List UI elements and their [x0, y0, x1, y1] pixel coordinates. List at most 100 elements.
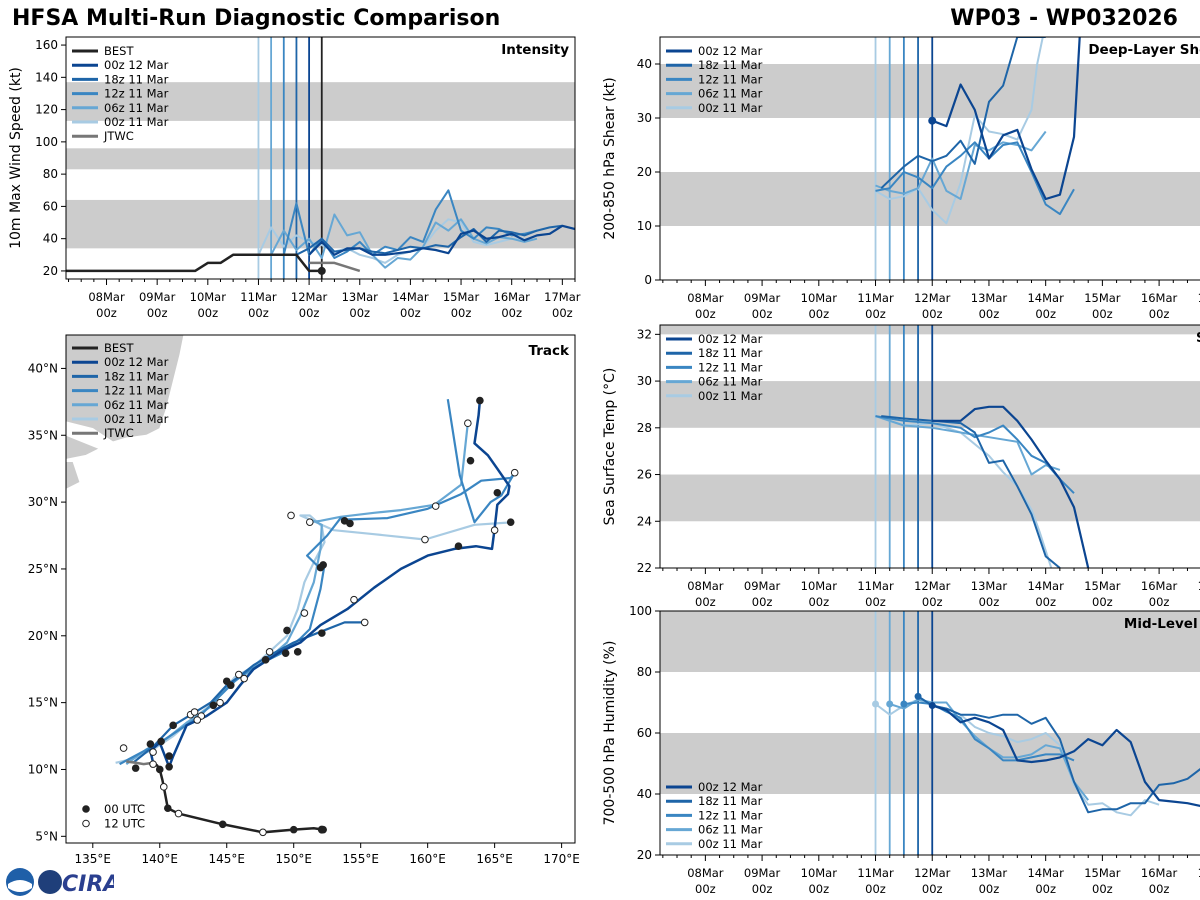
series-line [875, 415, 1053, 568]
y-tick-label: 60 [43, 199, 58, 213]
shaded-band [66, 82, 575, 121]
x-tick-label: 10Mar [801, 579, 838, 593]
x-tick-label: 10Mar [801, 866, 838, 880]
legend-label: 00z 11 Mar [698, 389, 763, 403]
series-line [308, 224, 575, 256]
x-tick-label: 13Mar [342, 290, 379, 304]
init-point [914, 692, 922, 700]
y-tick-label: 25°N [28, 562, 58, 576]
y-axis-label: Sea Surface Temp (°C) [602, 368, 618, 526]
position-12utc [193, 716, 202, 724]
x-tick-label: 15Mar [1084, 579, 1121, 593]
shaded-band [660, 325, 1200, 335]
y-tick-label: 60 [637, 726, 652, 740]
x-tick-label: 10Mar [190, 290, 227, 304]
position-00utc [316, 563, 325, 572]
legend-label: 18z 11 Mar [698, 346, 763, 360]
panel-title: Intensity [501, 42, 569, 58]
x-tick-label: 00z [349, 306, 370, 320]
panel-title: Deep-Layer Shear [1088, 42, 1200, 58]
x-tick-label: 00z [808, 595, 829, 609]
position-00utc [226, 681, 235, 690]
y-tick-label: 0 [644, 273, 652, 287]
legend-label: 18z 11 Mar [104, 72, 169, 86]
legend-label: BEST [104, 341, 134, 355]
y-axis-label: 200-850 hPa Shear (kt) [602, 77, 618, 239]
y-tick-label: 35°N [28, 428, 58, 442]
x-tick-label: 00z [501, 306, 522, 320]
legend-label: 12z 11 Mar [104, 87, 169, 101]
x-tick-label: 00z [1149, 882, 1170, 896]
x-tick-label: 11Mar [857, 579, 894, 593]
x-tick-label: 17Mar [544, 290, 581, 304]
y-tick-label: 20 [637, 165, 652, 179]
position-00utc [281, 649, 290, 657]
legend-label: JTWC [103, 426, 134, 440]
series-line [875, 141, 1075, 216]
x-tick-label: 00z [197, 306, 218, 320]
position-00utc [454, 542, 463, 551]
shaded-band [660, 611, 1200, 672]
legend-label: 18z 11 Mar [698, 58, 763, 72]
legend-label: 06z 11 Mar [104, 398, 169, 412]
x-tick-label: 14Mar [1027, 579, 1064, 593]
y-tick-label: 160 [35, 38, 58, 52]
x-tick-label: 00z [147, 306, 168, 320]
y-tick-label: 20 [637, 848, 652, 862]
x-tick-label: 00z [865, 307, 886, 321]
best-point [317, 266, 326, 275]
legend-label: 06z 11 Mar [104, 101, 169, 115]
series-line [881, 415, 1061, 568]
x-tick-label: 17Mar [1198, 866, 1200, 880]
x-tick-label: 15Mar [443, 290, 480, 304]
y-tick-label: 40 [637, 57, 652, 71]
series-line [875, 415, 1061, 476]
x-tick-label: 12Mar [914, 866, 951, 880]
x-tick-label: 00z [400, 306, 421, 320]
series-line [875, 130, 1047, 200]
x-tick-label: 15Mar [1084, 866, 1121, 880]
position-12utc [300, 609, 309, 617]
legend-label: 00z 11 Mar [104, 115, 169, 129]
legend-marker [82, 819, 90, 828]
x-tick-label: 14Mar [1027, 866, 1064, 880]
legend-label: 00z 12 Mar [104, 58, 169, 72]
position-00utc [493, 488, 502, 497]
position-12utc [305, 518, 314, 526]
x-tick-label: 11Mar [857, 866, 894, 880]
x-tick-label: 135°E [75, 852, 112, 866]
x-tick-label: 16Mar [494, 290, 531, 304]
legend-marker [82, 805, 90, 813]
position-12utc [149, 748, 157, 756]
x-tick-label: 16Mar [1141, 866, 1178, 880]
figure-title: HFSA Multi-Run Diagnostic Comparison [12, 6, 501, 31]
x-tick-label: 11Mar [857, 291, 894, 305]
position-12utc [510, 468, 519, 477]
x-tick-label: 13Mar [971, 291, 1008, 305]
x-tick-label: 145°E [208, 852, 245, 866]
y-tick-label: 120 [35, 103, 58, 117]
intensity-chart: 20 40 60 80 100 120 140 160 08Mar 00z 09Mar 00z 10Ma… [8, 36, 581, 320]
x-tick-label: 00z [922, 595, 943, 609]
x-tick-label: 00z [1092, 595, 1113, 609]
kyushu-landmass [66, 462, 80, 489]
x-tick-label: 13Mar [971, 579, 1008, 593]
x-tick-label: 00z [1092, 882, 1113, 896]
position-00utc [146, 740, 155, 748]
x-tick-label: 00z [922, 307, 943, 321]
position-00utc [506, 518, 515, 526]
x-tick-label: 10Mar [801, 291, 838, 305]
x-tick-label: 00z [922, 882, 943, 896]
series-line [931, 704, 1200, 807]
position-12utc [190, 708, 199, 716]
position-12utc [174, 809, 183, 818]
y-tick-label: 20 [43, 264, 58, 278]
x-tick-label: 00z [865, 595, 886, 609]
cira-globe-icon [38, 870, 62, 894]
x-tick-label: 08Mar [687, 579, 724, 593]
x-tick-label: 00z [1149, 307, 1170, 321]
y-axis-label: 700-500 hPa Humidity (%) [602, 641, 618, 826]
x-tick-label: 165°E [476, 852, 513, 866]
legend-label: 00z 12 Mar [698, 332, 763, 346]
x-tick-label: 00z [979, 307, 1000, 321]
